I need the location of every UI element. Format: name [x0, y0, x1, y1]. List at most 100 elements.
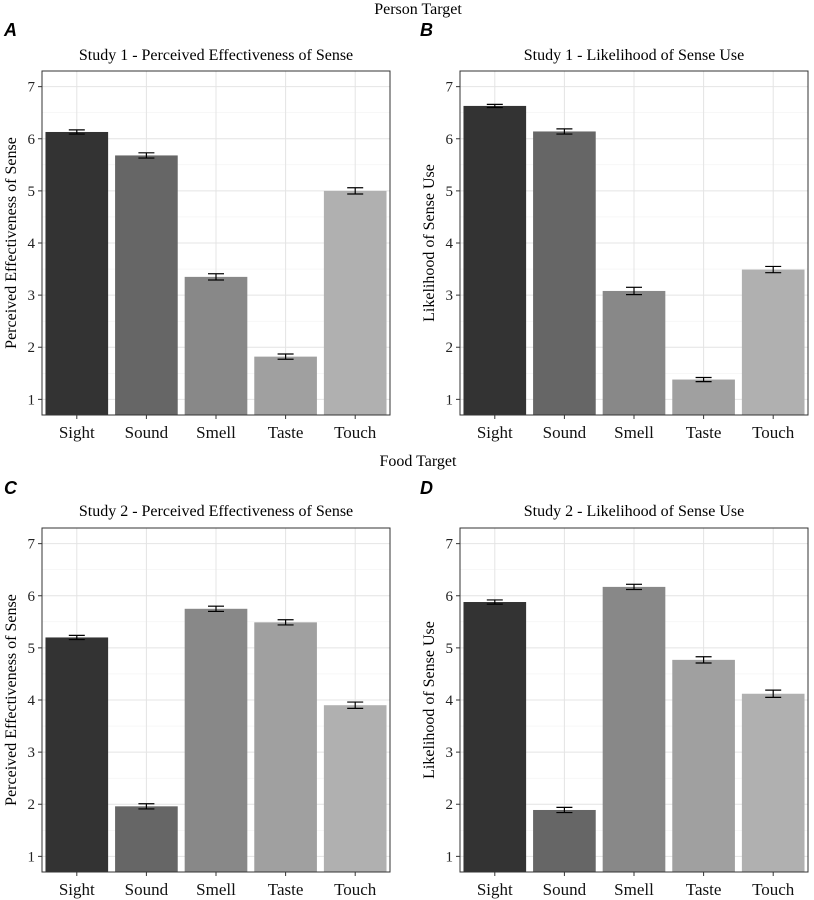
- y-tick-label: 4: [28, 693, 36, 709]
- bar-taste: [254, 356, 317, 415]
- x-tick-label-touch: Touch: [752, 880, 795, 899]
- error-bar-sound: [556, 806, 573, 814]
- x-tick-label-sight: Sight: [59, 880, 95, 899]
- y-tick-label: 5: [446, 184, 454, 200]
- x-tick-label-smell: Smell: [196, 423, 236, 442]
- x-tick-label-sight: Sight: [59, 423, 95, 442]
- y-tick-label: 7: [446, 80, 454, 96]
- y-axis-label: Perceived Effectiveness of Sense: [3, 594, 20, 806]
- bar-taste: [672, 379, 735, 415]
- y-tick-label: 4: [446, 236, 454, 252]
- chart-title: Study 1 - Likelihood of Sense Use: [524, 47, 744, 64]
- panel-letter: C: [4, 478, 18, 498]
- y-axis-label: Likelihood of Sense Use: [421, 164, 438, 322]
- error-bar-touch: [765, 689, 782, 698]
- error-bar-sight: [486, 103, 503, 109]
- error-bar-taste: [277, 619, 294, 626]
- chart-title: Study 2 - Likelihood of Sense Use: [524, 503, 744, 520]
- chart-title: Study 2 - Perceived Effectiveness of Sen…: [79, 503, 353, 520]
- bar-smell: [602, 290, 666, 415]
- panels: 1 2 3 4 5 6 7 Sight Sound Smell Taste Touch Study 1 …: [3, 20, 809, 899]
- bar-sight: [45, 131, 109, 415]
- bar-smell: [184, 276, 248, 415]
- bar-touch: [323, 190, 387, 415]
- error-bar-smell: [208, 273, 224, 281]
- x-tick-label-sound: Sound: [543, 880, 587, 899]
- y-tick-label: 5: [28, 641, 36, 657]
- y-tick-label: 1: [446, 392, 454, 408]
- x-tick-label-taste: Taste: [268, 880, 304, 899]
- x-tick-label-taste: Taste: [686, 423, 722, 442]
- error-bar-touch: [347, 701, 364, 709]
- section-title-person: Person Target: [374, 1, 462, 18]
- error-bar-sound: [138, 152, 155, 159]
- bar-sight: [463, 602, 527, 872]
- error-bar-taste: [277, 353, 294, 360]
- x-tick-label-touch: Touch: [334, 423, 377, 442]
- x-tick-label-touch: Touch: [334, 880, 377, 899]
- x-tick-label-smell: Smell: [196, 880, 236, 899]
- error-bar-sound: [556, 128, 573, 135]
- error-bar-sight: [68, 129, 85, 135]
- y-tick-label: 2: [28, 797, 36, 813]
- y-tick-label: 1: [28, 849, 36, 865]
- panel-d: 1 2 3 4 5 6 7 Sight Sound Smell Taste Touch Study 2 …: [420, 478, 809, 899]
- bar-sound: [115, 806, 178, 872]
- error-bar-smell: [208, 605, 224, 612]
- bar-smell: [184, 608, 248, 872]
- x-tick-label-sound: Sound: [125, 880, 169, 899]
- y-tick-label: 5: [28, 184, 36, 200]
- y-tick-label: 1: [446, 849, 454, 865]
- panel-letter: B: [420, 20, 433, 40]
- x-tick-label-sight: Sight: [477, 423, 513, 442]
- y-tick-label: 3: [28, 745, 36, 761]
- x-tick-label-smell: Smell: [614, 880, 654, 899]
- y-tick-label: 6: [28, 589, 36, 605]
- error-bar-sound: [138, 803, 155, 810]
- y-tick-label: 2: [446, 340, 454, 356]
- error-bar-smell: [626, 583, 642, 591]
- bar-taste: [672, 659, 735, 872]
- bar-smell: [602, 586, 666, 872]
- y-axis-label: Perceived Effectiveness of Sense: [3, 137, 20, 349]
- y-axis-label: Likelihood of Sense Use: [421, 621, 438, 779]
- error-bar-sight: [68, 634, 85, 641]
- error-bar-touch: [765, 265, 782, 274]
- bar-sight: [45, 637, 109, 872]
- bar-touch: [741, 693, 805, 872]
- bar-touch: [741, 269, 805, 415]
- y-tick-label: 7: [28, 80, 36, 96]
- panel-b: 1 2 3 4 5 6 7 Sight Sound Smell Taste Touch Study 1 …: [420, 20, 809, 442]
- error-bar-smell: [626, 286, 642, 296]
- y-tick-label: 3: [446, 745, 454, 761]
- panel-a: 1 2 3 4 5 6 7 Sight Sound Smell Taste Touch Study 1 …: [3, 20, 391, 442]
- bar-sound: [533, 131, 596, 415]
- bar-taste: [254, 622, 317, 872]
- x-tick-label-touch: Touch: [752, 423, 795, 442]
- bar-sight: [463, 105, 527, 416]
- x-tick-label-sound: Sound: [125, 423, 169, 442]
- y-tick-label: 6: [28, 132, 36, 148]
- y-tick-label: 7: [446, 537, 454, 553]
- y-tick-label: 3: [446, 288, 454, 304]
- chart-title: Study 1 - Perceived Effectiveness of Sen…: [79, 47, 353, 64]
- x-tick-label-smell: Smell: [614, 423, 654, 442]
- y-tick-label: 6: [446, 132, 454, 148]
- y-tick-label: 1: [28, 392, 36, 408]
- y-tick-label: 5: [446, 641, 454, 657]
- section-title-food: Food Target: [380, 453, 458, 470]
- x-tick-label-sight: Sight: [477, 880, 513, 899]
- x-tick-label-sound: Sound: [543, 423, 587, 442]
- x-tick-label-taste: Taste: [268, 423, 304, 442]
- y-tick-label: 2: [28, 340, 36, 356]
- panel-letter: D: [420, 478, 433, 498]
- x-tick-label-taste: Taste: [686, 880, 722, 899]
- bar-sound: [533, 809, 596, 872]
- bar-sound: [115, 155, 178, 415]
- y-tick-label: 4: [446, 693, 454, 709]
- error-bar-sight: [486, 599, 503, 605]
- bar-touch: [323, 705, 387, 872]
- y-tick-label: 6: [446, 589, 454, 605]
- y-tick-label: 7: [28, 537, 36, 553]
